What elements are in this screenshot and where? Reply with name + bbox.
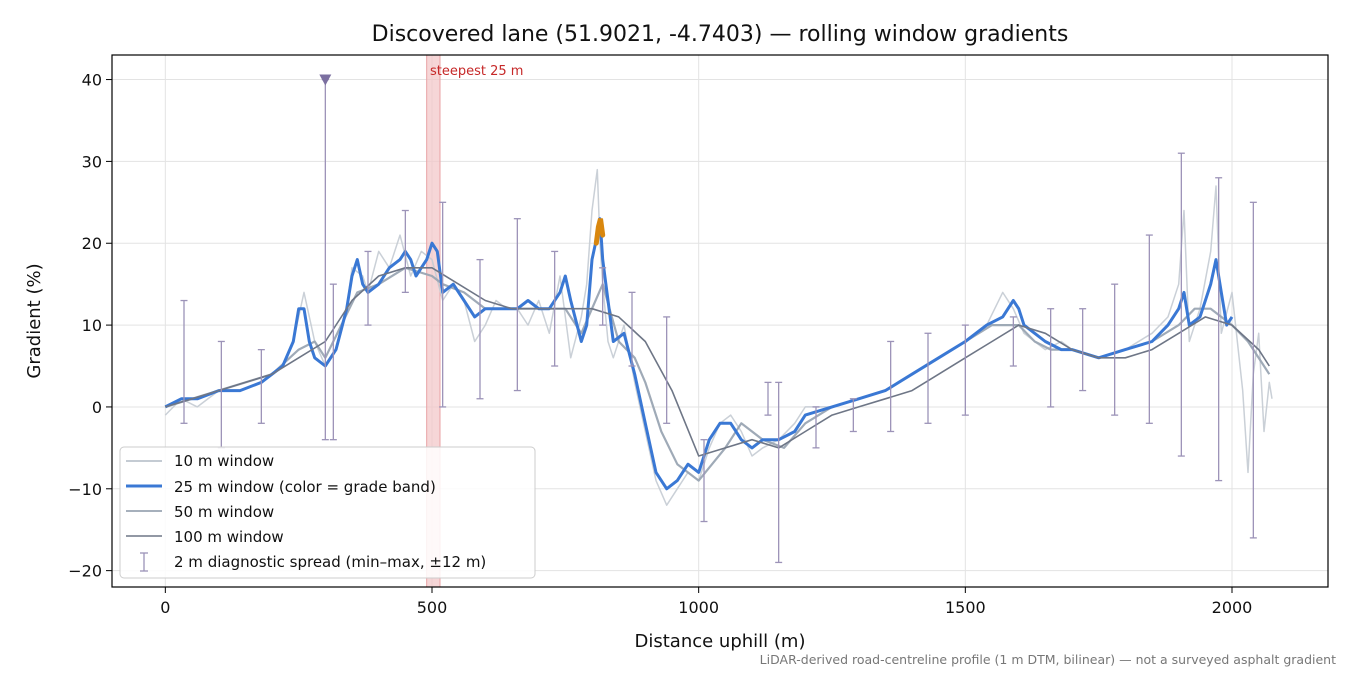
spread-error-bar	[329, 283, 337, 441]
spread-error-bar	[1177, 152, 1185, 457]
chart-caption: LiDAR-derived road-centreline profile (1…	[759, 652, 1336, 667]
legend-box	[119, 446, 536, 579]
legend-label-w10: 10 m window	[174, 452, 274, 470]
legend-label-w100: 100 m window	[174, 528, 284, 546]
legend-label-w25: 25 m window (color = grade band)	[174, 478, 436, 496]
series-line-w25	[164, 217, 1234, 491]
y-tick-label: −10	[68, 480, 102, 499]
y-axis-label: Gradient (%)	[24, 263, 45, 378]
x-axis-label: Distance uphill (m)	[635, 631, 806, 652]
series-lines	[164, 168, 1273, 506]
spread-error-bar	[887, 340, 895, 433]
series-line-w100	[165, 267, 1270, 457]
spread-error-bar	[628, 291, 636, 367]
spread-error-bar	[439, 201, 447, 408]
spread-error-bar	[1047, 308, 1055, 408]
spread-error-bar	[257, 348, 265, 424]
steep-grade-segment	[593, 218, 606, 246]
spread-error-bar	[764, 381, 772, 416]
spread-error-bar	[476, 258, 484, 400]
x-axis-ticks: 0 500 1000 1500 2000	[160, 587, 1252, 617]
legend-swatch-spread	[140, 552, 148, 572]
y-axis-ticks: −20 −10 0 10 20 30 40	[68, 71, 112, 581]
spread-error-bar	[849, 398, 857, 433]
y-tick-label: 10	[82, 316, 102, 335]
spread-error-bar	[1145, 234, 1153, 424]
spread-error-bar	[401, 209, 409, 294]
spread-error-bar	[924, 332, 932, 424]
spread-error-bar	[812, 406, 820, 449]
spread-error-bar	[1215, 177, 1223, 482]
y-tick-label: 0	[92, 398, 102, 417]
y-tick-label: −20	[68, 562, 102, 581]
spread-error-bar	[961, 324, 969, 416]
x-tick-label: 1500	[945, 598, 986, 617]
series-line-w10	[164, 168, 1273, 506]
spread-error-bar	[700, 439, 708, 523]
clipped-value-marker	[319, 74, 332, 86]
legend: 10 m window 25 m window (color = grade b…	[119, 446, 536, 579]
spread-error-bar	[551, 250, 559, 367]
x-tick-label: 0	[160, 598, 170, 617]
spread-error-bar	[513, 218, 521, 392]
steepest-annotation: steepest 25 m	[430, 64, 523, 79]
spread-error-bars	[180, 74, 1257, 564]
spread-error-bar	[1111, 283, 1119, 416]
spread-error-bar	[1009, 316, 1017, 367]
y-tick-label: 40	[82, 71, 102, 90]
legend-label-w50: 50 m window	[174, 503, 274, 521]
x-tick-label: 2000	[1212, 598, 1253, 617]
legend-label-spread: 2 m diagnostic spread (min–max, ±12 m)	[174, 553, 486, 571]
y-tick-label: 20	[82, 234, 102, 253]
spread-error-bar	[1079, 308, 1087, 392]
spread-error-bar	[599, 267, 607, 326]
spread-error-bar	[775, 381, 783, 564]
spread-error-bar	[1249, 201, 1257, 539]
x-tick-label: 1000	[678, 598, 719, 617]
spread-error-bar	[180, 299, 188, 424]
gridlines	[112, 55, 1328, 587]
spread-error-bar	[663, 316, 671, 424]
y-tick-label: 30	[82, 152, 102, 171]
spread-error-bar	[364, 250, 372, 326]
x-tick-label: 500	[417, 598, 448, 617]
plot-frame	[111, 54, 1329, 588]
chart-title: Discovered lane (51.9021, -4.7403) — rol…	[372, 22, 1069, 47]
